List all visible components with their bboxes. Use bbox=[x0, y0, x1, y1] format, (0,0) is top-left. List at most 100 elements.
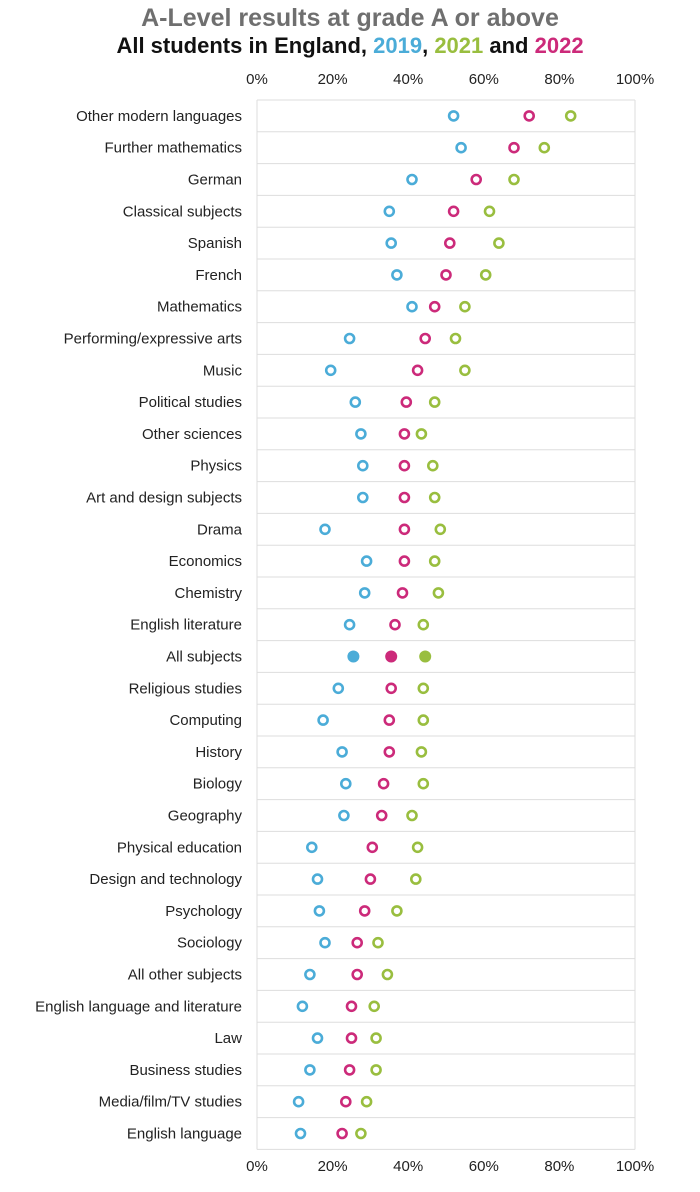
category-label: Computing bbox=[169, 712, 242, 729]
x-tick-label-top: 40% bbox=[393, 71, 423, 88]
data-point-2021 bbox=[483, 205, 496, 218]
data-point-2019 bbox=[324, 364, 337, 377]
x-tick-label-top: 60% bbox=[469, 71, 499, 88]
data-point-2022 bbox=[389, 618, 401, 631]
data-point-2021 bbox=[411, 841, 424, 854]
data-point-2019 bbox=[311, 873, 324, 885]
category-label: Drama bbox=[197, 521, 243, 538]
data-point-2022 bbox=[343, 1064, 356, 1076]
data-point-2019 bbox=[338, 809, 350, 822]
data-point-2019 bbox=[455, 141, 467, 154]
category-label: Religious studies bbox=[129, 680, 242, 697]
data-point-2019 bbox=[447, 110, 460, 122]
data-point-2022 bbox=[396, 587, 409, 599]
category-label: All other subjects bbox=[128, 967, 242, 984]
data-point-2021 bbox=[355, 1127, 367, 1140]
subtitle-prefix: All students in England, bbox=[116, 33, 374, 58]
chart-title: A-Level results at grade A or above bbox=[141, 4, 559, 32]
category-label: History bbox=[195, 744, 242, 761]
category-label: Chemistry bbox=[174, 585, 242, 602]
subtitle-year-2022: 2022 bbox=[534, 33, 584, 58]
data-point-2022 bbox=[428, 300, 441, 313]
subtitle-year-2019: 2019 bbox=[373, 33, 423, 58]
data-point-2019 bbox=[385, 237, 398, 249]
data-point-2019 bbox=[406, 300, 418, 313]
data-point-2022 bbox=[447, 205, 460, 218]
x-tick-label-top: 80% bbox=[544, 71, 574, 88]
x-tick-label-top: 100% bbox=[616, 71, 654, 88]
data-point-2019 bbox=[391, 269, 403, 281]
data-point-2021 bbox=[406, 809, 418, 822]
data-point-2022 bbox=[336, 1127, 348, 1140]
data-point-2021 bbox=[417, 777, 430, 790]
data-point-2022 bbox=[351, 936, 364, 949]
data-point-2022 bbox=[398, 523, 411, 536]
data-point-2021 bbox=[428, 491, 441, 504]
data-point-2019 bbox=[343, 618, 356, 631]
data-point-2022 bbox=[383, 714, 396, 726]
data-point-2021 bbox=[415, 746, 428, 758]
category-label: Sociology bbox=[177, 935, 243, 952]
category-label: Further mathematics bbox=[104, 140, 242, 157]
chart-subtitle: All students in England, 2019, 2021 and … bbox=[0, 32, 700, 60]
subtitle-year-2021: 2021 bbox=[434, 33, 484, 58]
data-point-2021 bbox=[417, 618, 430, 631]
category-label: Law bbox=[214, 1030, 242, 1047]
data-point-2022 bbox=[345, 1000, 358, 1013]
data-point-2022 bbox=[470, 173, 483, 186]
data-point-2022 bbox=[377, 777, 390, 790]
data-point-2022 bbox=[385, 682, 398, 695]
data-point-2022 bbox=[358, 905, 371, 917]
data-point-2019 bbox=[317, 714, 329, 726]
data-point-2019 bbox=[360, 555, 373, 567]
category-label: Political studies bbox=[139, 394, 242, 411]
data-point-2019 bbox=[349, 396, 362, 408]
data-point-2019 bbox=[383, 205, 396, 218]
data-point-2021 bbox=[508, 173, 520, 186]
category-label: Geography bbox=[168, 808, 243, 825]
category-label: Other modern languages bbox=[76, 108, 242, 125]
data-point-2019 bbox=[319, 523, 331, 536]
data-point-2021 bbox=[428, 555, 441, 567]
data-point-2022 bbox=[385, 650, 398, 663]
x-tick-label-bottom: 100% bbox=[616, 1158, 654, 1175]
data-point-2022 bbox=[400, 396, 413, 408]
category-label: All subjects bbox=[166, 649, 242, 666]
data-point-2019 bbox=[336, 746, 348, 758]
data-point-2019 bbox=[319, 936, 331, 949]
category-label: Physics bbox=[190, 458, 242, 475]
data-point-2019 bbox=[292, 1095, 305, 1108]
x-tick-label-bottom: 60% bbox=[469, 1158, 499, 1175]
data-point-2021 bbox=[370, 1032, 382, 1044]
subtitle-sep-1: , bbox=[422, 33, 435, 58]
category-label: Psychology bbox=[165, 903, 242, 920]
data-point-2021 bbox=[432, 587, 445, 599]
data-point-2019 bbox=[296, 1000, 309, 1013]
category-label: Other sciences bbox=[142, 426, 242, 443]
data-point-2021 bbox=[381, 968, 394, 981]
data-point-2019 bbox=[356, 491, 369, 504]
data-point-2021 bbox=[493, 237, 505, 249]
data-point-2022 bbox=[339, 1095, 352, 1108]
data-point-2019 bbox=[339, 777, 352, 790]
category-label: French bbox=[195, 267, 242, 284]
data-point-2022 bbox=[419, 332, 432, 345]
category-label: Physical education bbox=[117, 839, 242, 856]
data-point-2022 bbox=[398, 459, 411, 472]
x-tick-label-bottom: 40% bbox=[393, 1158, 423, 1175]
data-point-2019 bbox=[347, 650, 360, 663]
data-point-2021 bbox=[426, 459, 439, 472]
x-tick-label-bottom: 80% bbox=[544, 1158, 574, 1175]
subtitle-sep-2: and bbox=[483, 33, 535, 58]
category-label: Music bbox=[203, 362, 243, 379]
x-tick-label-bottom: 20% bbox=[318, 1158, 348, 1175]
data-point-2019 bbox=[294, 1127, 307, 1140]
category-label: Business studies bbox=[129, 1062, 242, 1079]
x-tick-label-top: 20% bbox=[318, 71, 348, 88]
data-point-2021 bbox=[417, 682, 430, 695]
data-point-2021 bbox=[368, 1000, 381, 1013]
data-point-2021 bbox=[538, 141, 551, 154]
category-label: English language bbox=[127, 1126, 242, 1143]
data-point-2021 bbox=[479, 269, 492, 281]
data-point-2019 bbox=[356, 459, 369, 472]
